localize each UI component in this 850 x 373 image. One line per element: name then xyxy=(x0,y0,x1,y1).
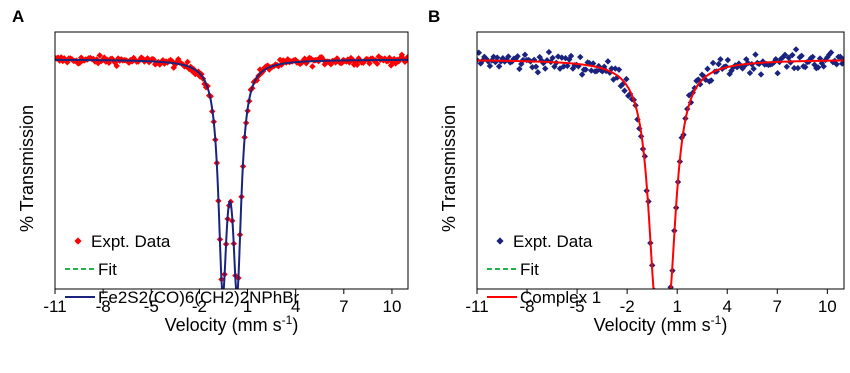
panel-b-data-point xyxy=(577,54,583,60)
panel-b-data-points xyxy=(474,46,847,323)
panel-a-legend-item: Fit xyxy=(65,260,117,279)
panel-b-legend: Expt. Data Fit Complex 1 xyxy=(487,232,601,307)
panel-b-xlabel-sup: -1 xyxy=(711,313,722,327)
panel-b-data-point xyxy=(542,65,548,71)
panel-b-x-tick-label: 4 xyxy=(722,297,731,316)
panel-b-data-point xyxy=(605,58,611,64)
panel-b-x-tick-label: -11 xyxy=(465,297,488,316)
panel-a-legend: Expt. Data Fit Fe2S2(CO)6(CH2)2NPhBr xyxy=(65,232,300,307)
panel-b-legend-item: Complex 1 xyxy=(487,288,601,307)
panel-b-data-point xyxy=(704,66,710,72)
panel-b-x-tick-label: 7 xyxy=(773,297,782,316)
panel-b-data-point xyxy=(752,51,758,57)
panel-b: B -11 -8 -5 -2 1 4 7 10 Velocity (mm s-1) % Tra… xyxy=(428,7,847,335)
panel-a-x-axis-title: Velocity (mm s-1) xyxy=(165,313,299,335)
panel-b-data-point xyxy=(546,49,552,55)
panel-b-data-point xyxy=(747,70,753,76)
panel-a: A -11 -8 -5 -2 1 4 7 10 Velocity (mm s-1) % Tra… xyxy=(12,7,411,335)
panel-a-legend-label: Expt. Data xyxy=(91,232,171,251)
panel-a-x-tick-label: 7 xyxy=(339,297,348,316)
panel-b-data-point xyxy=(660,303,666,309)
panel-a-data-point xyxy=(309,63,315,69)
panel-b-x-tick-label: -2 xyxy=(620,297,635,316)
panel-b-data-point xyxy=(658,307,664,313)
panel-a-x-tick-label: -11 xyxy=(43,297,66,316)
panel-b-data-point xyxy=(758,71,764,77)
panel-b-legend-item: Fit xyxy=(487,260,539,279)
panel-b-x-tick-label: 1 xyxy=(672,297,681,316)
panel-b-data-point xyxy=(655,308,661,314)
panel-b-letter: B xyxy=(428,7,440,26)
panel-a-xlabel-sup: -1 xyxy=(282,313,293,327)
panel-b-data-point xyxy=(784,63,790,69)
panel-b-data-point xyxy=(774,70,780,76)
panel-a-x-tick-label: 10 xyxy=(382,297,401,316)
panel-b-legend-item: Expt. Data xyxy=(496,232,593,251)
panel-a-xlabel-main: Velocity (mm s xyxy=(165,315,282,335)
panel-b-data-point xyxy=(710,60,716,66)
panel-b-data-point xyxy=(653,296,659,302)
panel-b-xlabel-end: ) xyxy=(721,315,727,335)
panel-b-y-axis-title: % Transmission xyxy=(439,105,459,232)
panel-b-x-axis-title: Velocity (mm s-1) xyxy=(594,313,728,335)
panel-b-legend-label: Fit xyxy=(520,260,539,279)
panel-a-y-axis-title: % Transmission xyxy=(17,105,37,232)
panel-b-xlabel-main: Velocity (mm s xyxy=(594,315,711,335)
panel-b-x-tick-label: 10 xyxy=(818,297,837,316)
panel-a-legend-item: Fe2S2(CO)6(CH2)2NPhBr xyxy=(65,288,300,307)
panel-b-data-point xyxy=(535,69,541,75)
panel-a-legend-item: Expt. Data xyxy=(74,232,171,251)
panel-b-legend-label: Complex 1 xyxy=(520,288,601,307)
panel-b-data-point xyxy=(666,306,672,312)
panel-a-legend-marker xyxy=(74,237,81,244)
panel-b-data-point xyxy=(795,65,801,71)
panel-a-letter: A xyxy=(12,7,24,26)
panel-b-data-point xyxy=(522,52,528,58)
panel-b-legend-marker xyxy=(496,237,503,244)
panel-a-xlabel-end: ) xyxy=(292,315,298,335)
panel-a-legend-label: Fit xyxy=(98,260,117,279)
panel-b-data-point xyxy=(793,46,799,52)
panel-b-plot-area xyxy=(474,46,847,323)
panel-b-legend-label: Expt. Data xyxy=(513,232,593,251)
panel-b-data-point xyxy=(621,88,627,94)
panel-b-data-point xyxy=(725,57,731,63)
panel-a-legend-label: Fe2S2(CO)6(CH2)2NPhBr xyxy=(98,288,300,307)
